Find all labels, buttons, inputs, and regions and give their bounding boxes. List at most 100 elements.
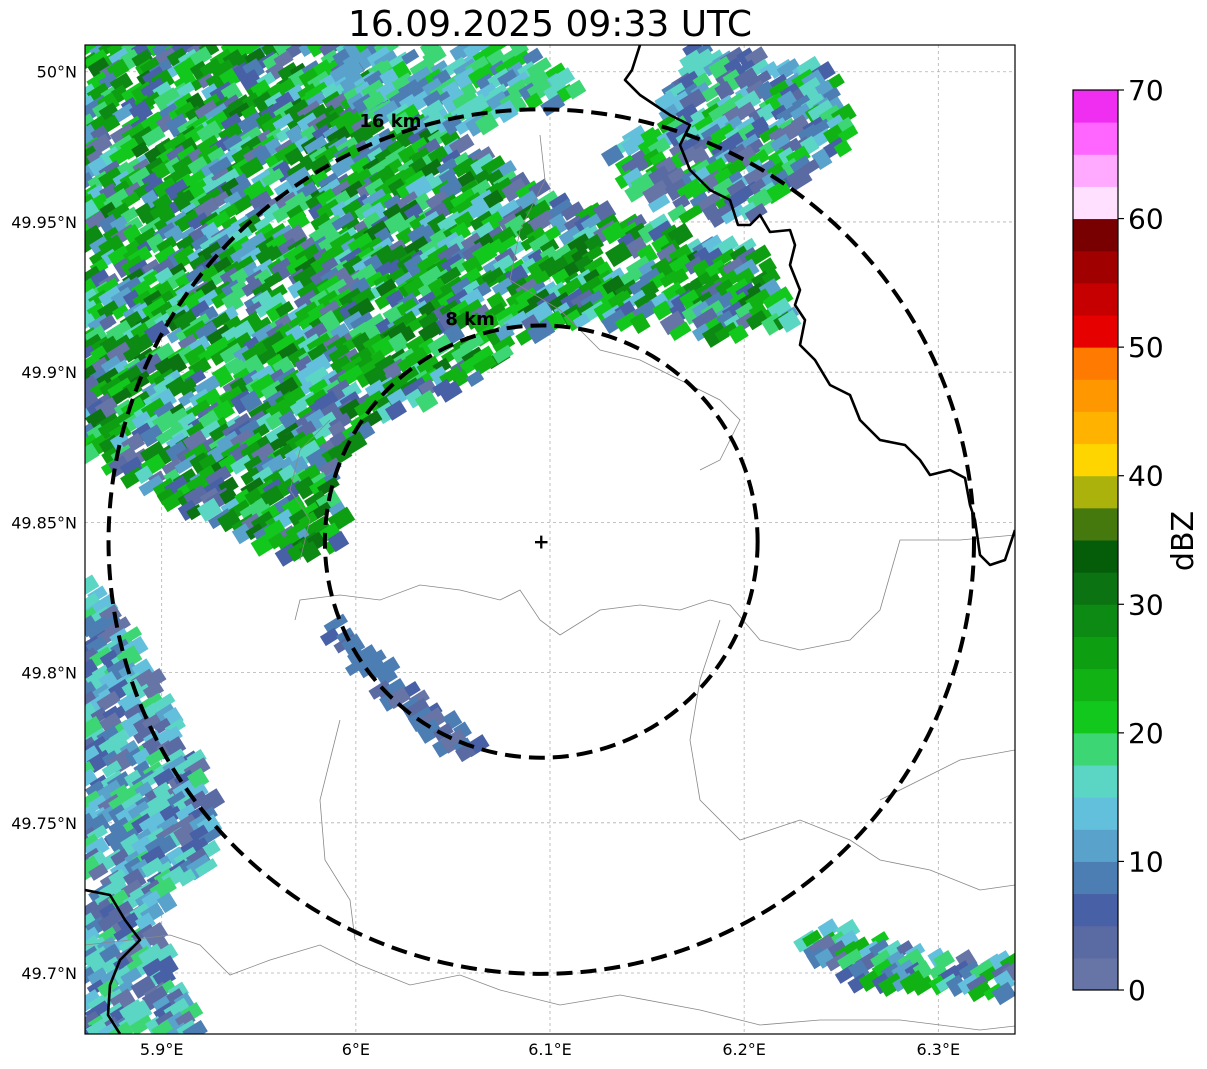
echo-pixel bbox=[87, 56, 112, 81]
echo-pixel bbox=[131, 48, 155, 71]
echo-pixel bbox=[173, 822, 198, 847]
echo-pixel bbox=[217, 509, 242, 533]
echo-pixel bbox=[437, 266, 462, 287]
echo-pixel bbox=[183, 289, 209, 313]
echo-pixel bbox=[966, 974, 989, 994]
echo-pixel bbox=[261, 203, 283, 224]
echo-pixel bbox=[262, 245, 283, 264]
echo-pixel bbox=[308, 154, 334, 179]
echo-pixel bbox=[182, 1020, 208, 1034]
echo-pixel bbox=[111, 304, 130, 320]
echo-pixel bbox=[173, 245, 198, 269]
echo-pixel bbox=[143, 289, 164, 308]
echo-pixel bbox=[85, 592, 102, 615]
colorbar-segment bbox=[1073, 765, 1118, 798]
echo-pixel bbox=[194, 858, 218, 878]
echo-pixel bbox=[85, 855, 103, 882]
echo-pixel bbox=[101, 760, 122, 778]
echo-pixel bbox=[85, 333, 103, 355]
echo-pixel bbox=[252, 91, 275, 113]
echo-pixel bbox=[495, 235, 520, 257]
echo-pixel bbox=[497, 69, 519, 89]
echo-pixel bbox=[691, 307, 720, 333]
echo-pixel bbox=[117, 912, 141, 934]
colorbar-segment bbox=[1073, 732, 1118, 766]
echo-pixel bbox=[153, 767, 176, 790]
echo-pixel bbox=[558, 225, 584, 249]
echo-pixel bbox=[485, 91, 511, 114]
echo-pixel bbox=[669, 321, 692, 341]
echo-pixel bbox=[811, 148, 833, 171]
echo-pixel bbox=[239, 501, 262, 520]
echo-pixel bbox=[255, 347, 278, 367]
echo-pixel bbox=[239, 156, 264, 179]
echo-pixel bbox=[311, 424, 332, 443]
echo-pixel bbox=[141, 857, 164, 878]
echo-pixel bbox=[141, 922, 169, 947]
echo-pixel bbox=[156, 487, 176, 506]
echo-pixel bbox=[239, 390, 263, 413]
echo-pixel bbox=[85, 900, 103, 926]
echo-pixel bbox=[97, 420, 119, 441]
echo-pixel bbox=[343, 311, 365, 331]
y-tick-label: 49.8°N bbox=[21, 664, 77, 683]
echo-pixel bbox=[621, 132, 647, 157]
echo-pixel bbox=[561, 201, 585, 221]
echo-pixel bbox=[328, 344, 352, 366]
echo-pixel bbox=[807, 99, 837, 127]
colorbar-tick-label: 30 bbox=[1128, 588, 1164, 621]
echo-pixel bbox=[798, 76, 825, 102]
echo-pixel bbox=[164, 736, 187, 758]
echo-pixel bbox=[176, 81, 196, 98]
y-tick-label: 49.85°N bbox=[11, 513, 77, 532]
echo-pixel bbox=[403, 235, 430, 258]
echo-pixel bbox=[967, 980, 993, 1003]
echo-pixel bbox=[605, 241, 633, 268]
echo-pixel bbox=[382, 211, 408, 236]
echo-pixel bbox=[85, 442, 100, 466]
echo-pixel bbox=[545, 62, 567, 82]
y-tick-label: 50°N bbox=[37, 63, 77, 82]
echo-pixel bbox=[139, 441, 167, 466]
echo-pixel bbox=[351, 287, 376, 309]
echo-pixel bbox=[109, 72, 134, 95]
echo-pixel bbox=[330, 180, 353, 200]
echo-pixel bbox=[176, 868, 197, 887]
echo-pixel bbox=[85, 198, 101, 224]
echo-pixel bbox=[304, 388, 330, 410]
echo-pixel bbox=[418, 311, 439, 330]
echo-pixel bbox=[492, 335, 516, 355]
echo-pixel bbox=[745, 310, 769, 331]
echo-pixel bbox=[527, 209, 555, 235]
echo-pixel bbox=[441, 113, 465, 136]
echo-pixel bbox=[268, 532, 287, 550]
echo-pixel bbox=[707, 203, 735, 228]
echo-pixel bbox=[206, 324, 232, 346]
echo-pixel bbox=[99, 712, 124, 735]
echo-pixel bbox=[99, 314, 117, 331]
colorbar-segment bbox=[1073, 154, 1118, 187]
echo-pixel bbox=[98, 102, 121, 123]
echo-pixel bbox=[100, 355, 125, 378]
echo-pixel bbox=[307, 343, 330, 364]
echo-pixel bbox=[491, 277, 515, 298]
echo-pixel bbox=[138, 353, 165, 377]
echo-pixel bbox=[231, 145, 254, 165]
echo-pixel bbox=[310, 169, 331, 188]
echo-pixel bbox=[602, 275, 627, 299]
y-tick-label: 49.7°N bbox=[21, 964, 77, 983]
echo-pixel bbox=[432, 378, 453, 397]
echo-pixel bbox=[928, 962, 948, 980]
echo-pixel bbox=[85, 364, 100, 387]
echo-pixel bbox=[472, 313, 500, 337]
echo-pixel bbox=[85, 355, 100, 380]
colorbar-segment bbox=[1073, 572, 1118, 605]
echo-pixel bbox=[197, 409, 222, 433]
y-tick-label: 49.95°N bbox=[11, 213, 77, 232]
range-rings: 8 km 16 km + bbox=[106, 107, 976, 976]
echo-pixel bbox=[305, 45, 331, 58]
echo-pixel bbox=[243, 455, 266, 477]
echo-pixel bbox=[169, 262, 187, 279]
echo-pixel bbox=[339, 71, 365, 94]
echo-pixel bbox=[144, 157, 166, 176]
